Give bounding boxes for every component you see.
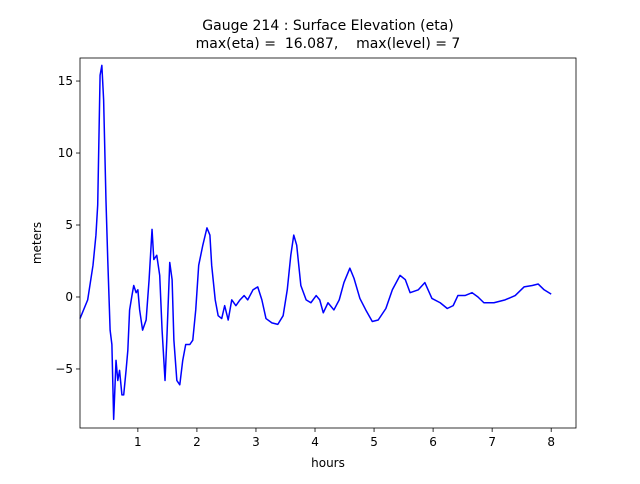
- x-tick-label: 3: [252, 435, 260, 449]
- chart-subtitle: max(eta) = 16.087, max(level) = 7: [196, 36, 461, 52]
- x-tick-label: 7: [488, 435, 496, 449]
- x-axis-label: hours: [311, 456, 345, 470]
- plot-frame: [79, 57, 577, 429]
- x-tick-label: 8: [547, 435, 555, 449]
- data-line: [79, 64, 552, 421]
- y-axis-label: meters: [30, 222, 44, 264]
- y-tick-label: 10: [58, 146, 73, 160]
- y-tick-label: 15: [58, 74, 73, 88]
- x-tick-label: 2: [193, 435, 201, 449]
- x-tick-label: 5: [370, 435, 378, 449]
- x-tick-label: 6: [429, 435, 437, 449]
- chart-title: Gauge 214 : Surface Elevation (eta): [202, 18, 453, 34]
- x-tick-label: 1: [134, 435, 142, 449]
- y-tick-label: 0: [65, 290, 73, 304]
- y-tick-label: 5: [65, 218, 73, 232]
- y-tick-label: −5: [55, 362, 73, 376]
- x-tick-label: 4: [311, 435, 319, 449]
